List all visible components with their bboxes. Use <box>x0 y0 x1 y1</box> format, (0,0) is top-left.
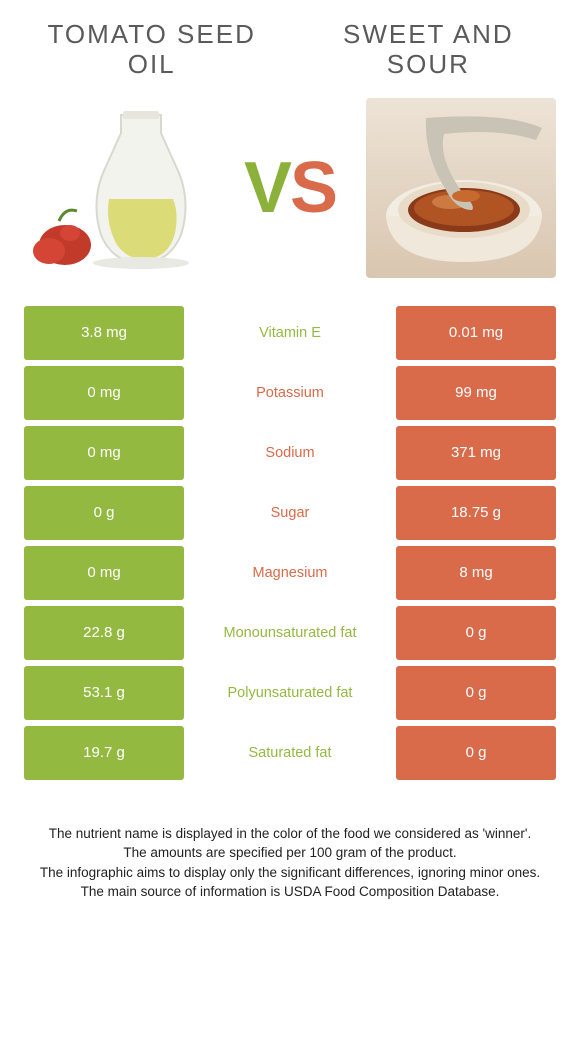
table-row: 0 mgSodium371 mg <box>24 426 556 480</box>
table-row: 19.7 gSaturated fat0 g <box>24 726 556 780</box>
right-value: 18.75 g <box>396 486 556 540</box>
left-value: 22.8 g <box>24 606 184 660</box>
right-value: 0 g <box>396 726 556 780</box>
left-value: 0 mg <box>24 426 184 480</box>
header: Tomato Seed Oil Sweet and Sour <box>24 20 556 80</box>
table-row: 3.8 mgVitamin E0.01 mg <box>24 306 556 360</box>
footer-line: The amounts are specified per 100 gram o… <box>30 843 550 863</box>
nutrient-label: Potassium <box>184 366 396 420</box>
oil-flask-icon <box>29 103 209 273</box>
footer-line: The main source of information is USDA F… <box>30 882 550 902</box>
images-row: VS <box>24 98 556 278</box>
nutrient-label: Sugar <box>184 486 396 540</box>
table-row: 0 mgMagnesium8 mg <box>24 546 556 600</box>
table-row: 22.8 gMonounsaturated fat0 g <box>24 606 556 660</box>
right-value: 8 mg <box>396 546 556 600</box>
vs-s: S <box>290 148 336 228</box>
nutrient-label: Polyunsaturated fat <box>184 666 396 720</box>
right-value: 99 mg <box>396 366 556 420</box>
left-food-title: Tomato Seed Oil <box>24 20 279 80</box>
left-value: 53.1 g <box>24 666 184 720</box>
left-value: 0 g <box>24 486 184 540</box>
right-food-image <box>366 98 556 278</box>
table-row: 0 mgPotassium99 mg <box>24 366 556 420</box>
nutrient-label: Monounsaturated fat <box>184 606 396 660</box>
sauce-bowl-icon <box>366 98 556 278</box>
right-value: 0 g <box>396 666 556 720</box>
left-value: 0 mg <box>24 546 184 600</box>
vs-label: VS <box>244 152 336 224</box>
footer-line: The nutrient name is displayed in the co… <box>30 824 550 844</box>
nutrient-label: Magnesium <box>184 546 396 600</box>
right-value: 371 mg <box>396 426 556 480</box>
left-value: 0 mg <box>24 366 184 420</box>
comparison-table: 3.8 mgVitamin E0.01 mg0 mgPotassium99 mg… <box>24 306 556 780</box>
table-row: 53.1 gPolyunsaturated fat0 g <box>24 666 556 720</box>
table-row: 0 gSugar18.75 g <box>24 486 556 540</box>
vs-v: V <box>244 148 290 228</box>
nutrient-label: Vitamin E <box>184 306 396 360</box>
left-food-image <box>24 98 214 278</box>
nutrient-label: Sodium <box>184 426 396 480</box>
right-food-title: Sweet and Sour <box>301 20 556 80</box>
left-value: 19.7 g <box>24 726 184 780</box>
left-value: 3.8 mg <box>24 306 184 360</box>
footer-line: The infographic aims to display only the… <box>30 863 550 883</box>
nutrient-label: Saturated fat <box>184 726 396 780</box>
right-value: 0.01 mg <box>396 306 556 360</box>
footer-notes: The nutrient name is displayed in the co… <box>24 824 556 902</box>
right-value: 0 g <box>396 606 556 660</box>
